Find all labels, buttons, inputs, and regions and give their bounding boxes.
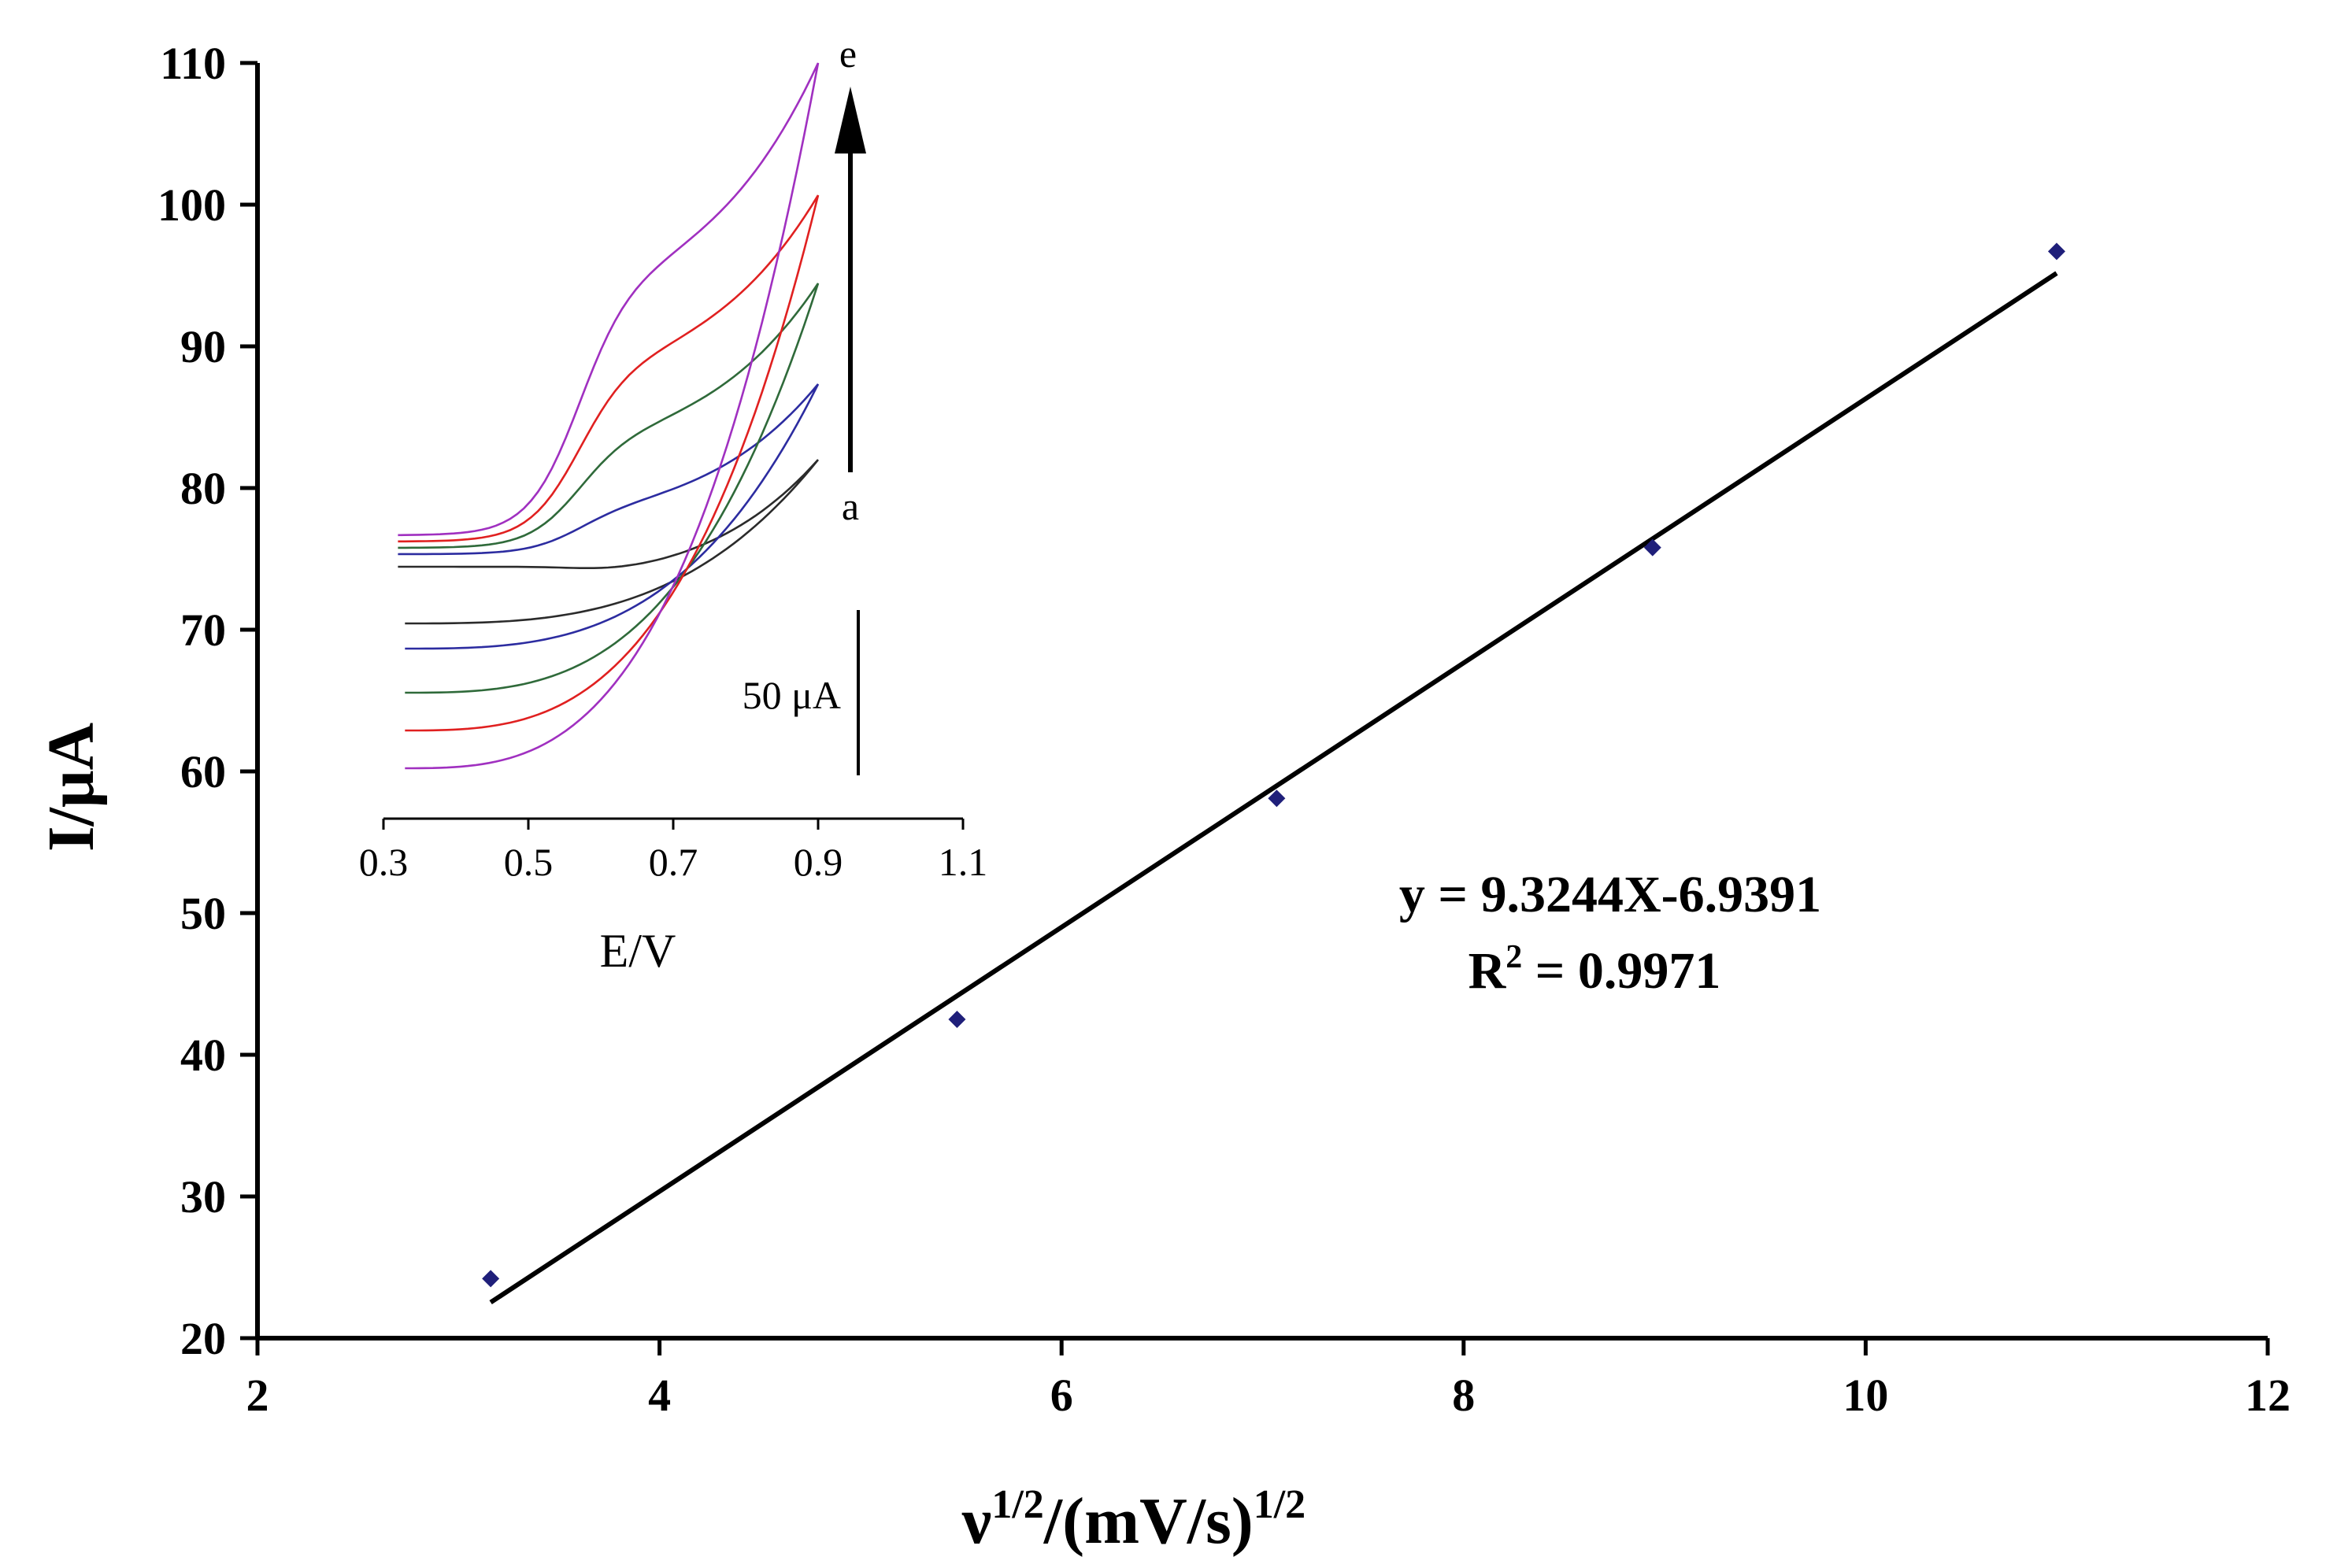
cv-curve-c xyxy=(398,283,820,694)
y-tick-label: 90 xyxy=(180,321,226,372)
x-tick-label: 2 xyxy=(246,1370,269,1421)
inset-x-ticks: 0.3 0.5 0.7 0.9 1.1 xyxy=(359,819,988,884)
inset-x-tick-label: 1.1 xyxy=(939,840,988,884)
series-arrow-head-icon xyxy=(835,87,866,153)
y-tick-label: 50 xyxy=(180,888,226,939)
x-tick-label: 6 xyxy=(1050,1370,1073,1421)
x-tick-label: 10 xyxy=(1843,1370,1888,1421)
arrow-end-label: e xyxy=(839,31,857,76)
cv-curve-e xyxy=(398,62,820,770)
y-axis-title: I/μA xyxy=(35,723,108,852)
main-data-points xyxy=(482,242,2065,1288)
cv-curve-b xyxy=(398,383,820,650)
cv-curve-a xyxy=(398,459,820,625)
main-y-ticks: 20 30 40 50 60 70 80 90 100 110 xyxy=(157,38,257,1364)
y-tick-label: 40 xyxy=(180,1030,226,1081)
y-tick-label: 80 xyxy=(180,463,226,514)
x-tick-label: 4 xyxy=(648,1370,671,1421)
y-tick-label: 20 xyxy=(180,1313,226,1364)
y-tick-label: 60 xyxy=(180,746,226,797)
scale-bar-label: 50 μA xyxy=(743,673,841,717)
inset-chart: 0.3 0.5 0.7 0.9 1.1 E/V a e 50 μA xyxy=(359,31,988,977)
main-chart: 20 30 40 50 60 70 80 90 100 110 2 4 6 8 10 12 I/μA ν1/… xyxy=(35,38,2291,1558)
arrow-start-label: a xyxy=(842,484,859,528)
y-tick-label: 70 xyxy=(180,605,226,656)
data-point xyxy=(2047,242,2065,261)
inset-x-axis-title: E/V xyxy=(600,925,676,977)
inset-x-tick-label: 0.3 xyxy=(359,840,409,884)
cv-curve-d xyxy=(398,194,820,732)
regression-equation: y = 9.3244X-6.9391 xyxy=(1399,866,1821,923)
inset-x-tick-label: 0.7 xyxy=(649,840,698,884)
data-point xyxy=(1643,538,1661,557)
x-tick-label: 12 xyxy=(2245,1370,2291,1421)
main-x-ticks: 2 4 6 8 10 12 xyxy=(246,1338,2291,1421)
x-axis-title: ν1/2/(mV/s)1/2 xyxy=(961,1482,1306,1558)
inset-x-tick-label: 0.5 xyxy=(504,840,554,884)
inset-cv-curves xyxy=(398,62,820,770)
data-point xyxy=(948,1011,966,1028)
x-tick-label: 8 xyxy=(1452,1370,1475,1421)
inset-x-tick-label: 0.9 xyxy=(794,840,843,884)
y-tick-label: 100 xyxy=(157,179,226,231)
data-point xyxy=(1268,790,1286,808)
data-point xyxy=(482,1270,500,1288)
r-squared: R2 = 0.9971 xyxy=(1468,939,1721,1000)
y-tick-label: 30 xyxy=(180,1171,226,1222)
y-tick-label: 110 xyxy=(160,38,226,89)
trendline xyxy=(489,271,2058,1305)
